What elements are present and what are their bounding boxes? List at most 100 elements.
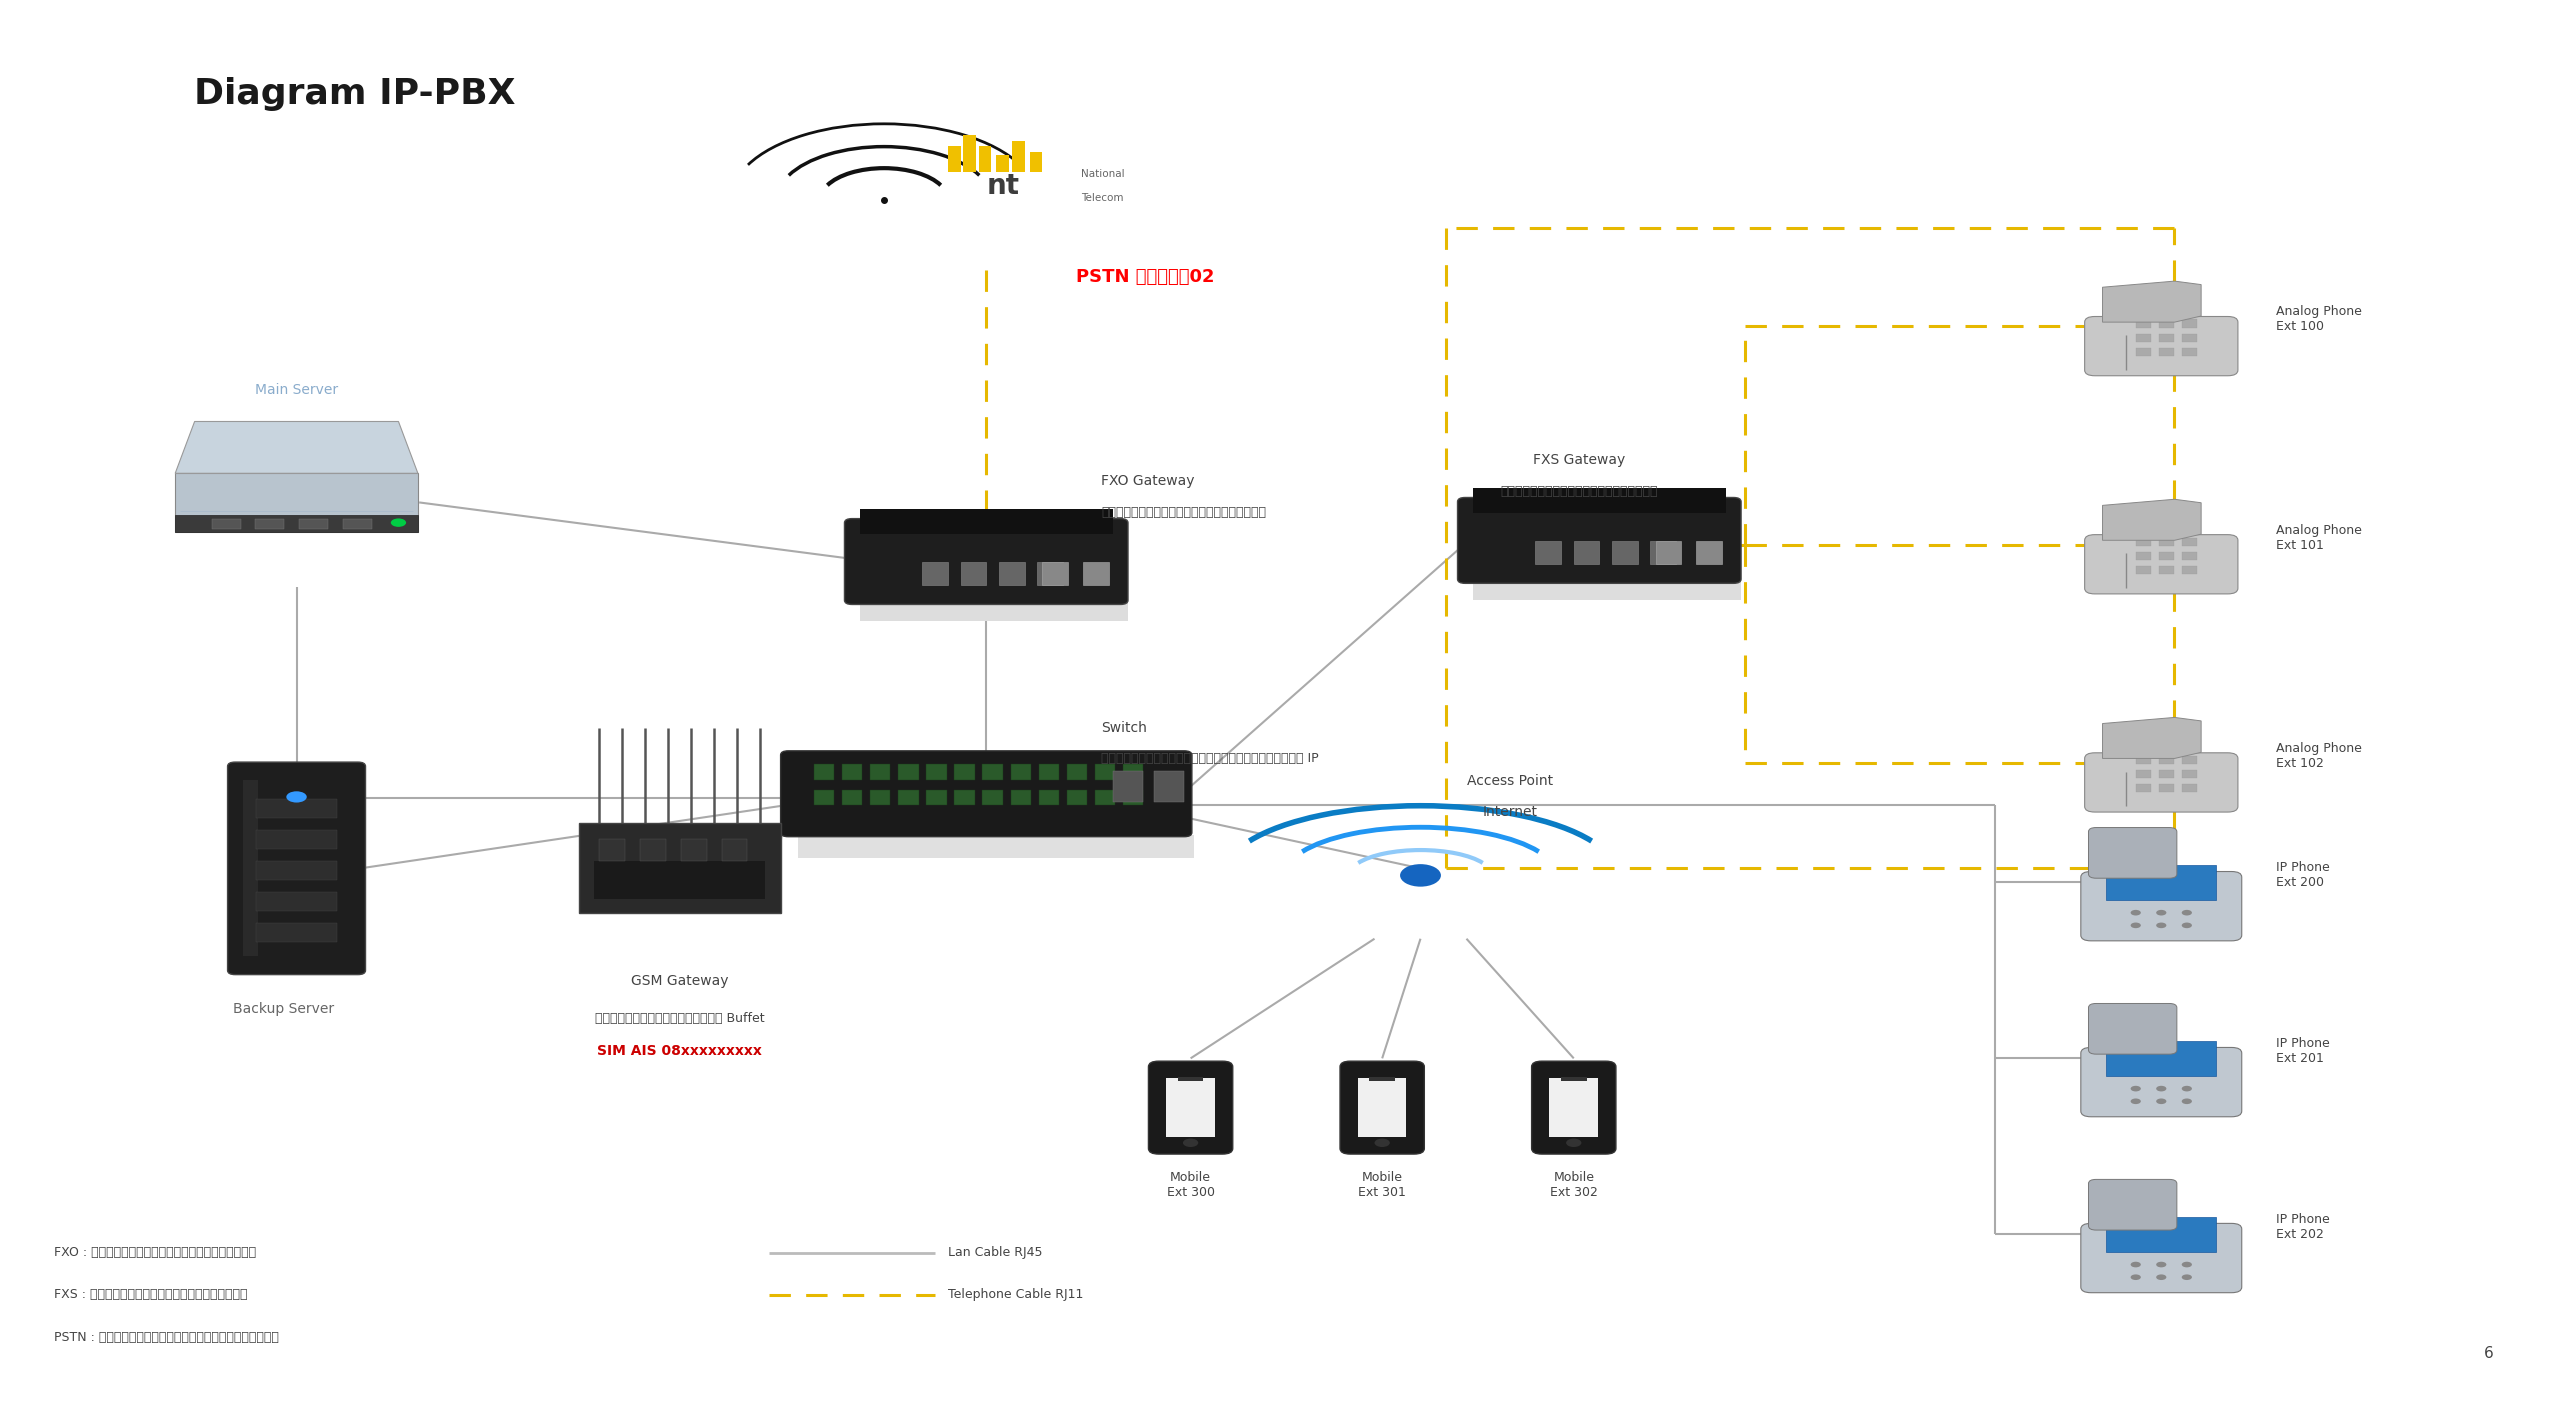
Polygon shape bbox=[2102, 718, 2202, 759]
FancyBboxPatch shape bbox=[212, 519, 241, 528]
FancyBboxPatch shape bbox=[2084, 317, 2237, 376]
FancyBboxPatch shape bbox=[2081, 872, 2243, 941]
Text: Analog Phone
Ext 100: Analog Phone Ext 100 bbox=[2276, 305, 2363, 333]
Circle shape bbox=[1183, 1139, 1198, 1147]
FancyBboxPatch shape bbox=[1037, 562, 1062, 585]
FancyBboxPatch shape bbox=[2135, 565, 2150, 574]
Circle shape bbox=[2156, 910, 2166, 916]
FancyBboxPatch shape bbox=[256, 798, 338, 818]
FancyBboxPatch shape bbox=[2158, 756, 2173, 764]
FancyBboxPatch shape bbox=[899, 764, 919, 780]
Circle shape bbox=[2181, 923, 2191, 928]
FancyBboxPatch shape bbox=[2089, 1003, 2176, 1054]
Text: PSTN เบอร์02: PSTN เบอร์02 bbox=[1075, 268, 1213, 287]
Text: Mobile
Ext 300: Mobile Ext 300 bbox=[1167, 1171, 1213, 1200]
FancyBboxPatch shape bbox=[1549, 1078, 1597, 1137]
Text: GSM Gateway: GSM Gateway bbox=[630, 974, 730, 988]
FancyBboxPatch shape bbox=[2135, 348, 2150, 356]
FancyBboxPatch shape bbox=[1096, 790, 1116, 805]
FancyBboxPatch shape bbox=[2181, 551, 2196, 560]
Text: Analog Phone
Ext 102: Analog Phone Ext 102 bbox=[2276, 742, 2363, 770]
FancyBboxPatch shape bbox=[978, 147, 991, 171]
FancyBboxPatch shape bbox=[1370, 1077, 1395, 1081]
Circle shape bbox=[287, 791, 307, 803]
FancyBboxPatch shape bbox=[947, 147, 960, 171]
FancyBboxPatch shape bbox=[983, 790, 1004, 805]
FancyBboxPatch shape bbox=[1531, 1061, 1615, 1154]
FancyBboxPatch shape bbox=[1562, 1077, 1587, 1081]
Text: IP Phone
Ext 201: IP Phone Ext 201 bbox=[2276, 1037, 2330, 1065]
FancyBboxPatch shape bbox=[927, 790, 947, 805]
FancyBboxPatch shape bbox=[1651, 541, 1677, 564]
FancyBboxPatch shape bbox=[1096, 764, 1116, 780]
FancyBboxPatch shape bbox=[1167, 1078, 1216, 1137]
FancyBboxPatch shape bbox=[2081, 1224, 2243, 1293]
FancyBboxPatch shape bbox=[2135, 551, 2150, 560]
FancyBboxPatch shape bbox=[243, 780, 259, 957]
FancyBboxPatch shape bbox=[998, 562, 1024, 585]
Text: 6: 6 bbox=[2483, 1347, 2493, 1361]
Text: ตัวแปลงสำหรับสายภายนอก: ตัวแปลงสำหรับสายภายนอก bbox=[1101, 506, 1267, 519]
FancyBboxPatch shape bbox=[1472, 487, 1725, 513]
FancyBboxPatch shape bbox=[2107, 865, 2217, 900]
FancyBboxPatch shape bbox=[1357, 1078, 1405, 1137]
Circle shape bbox=[1567, 1139, 1582, 1147]
FancyBboxPatch shape bbox=[2135, 770, 2150, 779]
FancyBboxPatch shape bbox=[2181, 770, 2196, 779]
Text: Backup Server: Backup Server bbox=[233, 1002, 335, 1016]
FancyBboxPatch shape bbox=[1124, 790, 1144, 805]
FancyBboxPatch shape bbox=[2158, 770, 2173, 779]
Circle shape bbox=[2181, 1275, 2191, 1280]
Circle shape bbox=[2130, 923, 2140, 928]
Text: Lan Cable RJ45: Lan Cable RJ45 bbox=[947, 1246, 1042, 1259]
Circle shape bbox=[2181, 1098, 2191, 1104]
FancyBboxPatch shape bbox=[1042, 562, 1068, 585]
Text: IP Phone
Ext 200: IP Phone Ext 200 bbox=[2276, 862, 2330, 889]
Polygon shape bbox=[2102, 499, 2202, 540]
FancyBboxPatch shape bbox=[228, 762, 366, 975]
FancyBboxPatch shape bbox=[1457, 497, 1741, 584]
FancyBboxPatch shape bbox=[1155, 771, 1185, 803]
FancyBboxPatch shape bbox=[814, 764, 835, 780]
Circle shape bbox=[2181, 1262, 2191, 1267]
FancyBboxPatch shape bbox=[2181, 565, 2196, 574]
Circle shape bbox=[2130, 1085, 2140, 1091]
FancyBboxPatch shape bbox=[899, 790, 919, 805]
FancyBboxPatch shape bbox=[2181, 756, 2196, 764]
FancyBboxPatch shape bbox=[256, 519, 284, 528]
FancyBboxPatch shape bbox=[681, 839, 707, 862]
FancyBboxPatch shape bbox=[1068, 790, 1088, 805]
FancyBboxPatch shape bbox=[2158, 333, 2173, 342]
FancyBboxPatch shape bbox=[2089, 828, 2176, 879]
FancyBboxPatch shape bbox=[2135, 319, 2150, 328]
Text: SIM AIS 08xxxxxxxxx: SIM AIS 08xxxxxxxxx bbox=[596, 1044, 763, 1058]
Circle shape bbox=[2156, 923, 2166, 928]
FancyBboxPatch shape bbox=[960, 562, 986, 585]
Circle shape bbox=[2156, 1275, 2166, 1280]
FancyBboxPatch shape bbox=[174, 516, 417, 531]
FancyBboxPatch shape bbox=[300, 519, 328, 528]
Text: Telephone Cable RJ11: Telephone Cable RJ11 bbox=[947, 1289, 1083, 1301]
FancyBboxPatch shape bbox=[2089, 1180, 2176, 1231]
Circle shape bbox=[1400, 865, 1441, 886]
Circle shape bbox=[2130, 1098, 2140, 1104]
FancyBboxPatch shape bbox=[1083, 562, 1108, 585]
Polygon shape bbox=[2102, 281, 2202, 322]
FancyBboxPatch shape bbox=[256, 892, 338, 911]
FancyBboxPatch shape bbox=[1011, 790, 1032, 805]
FancyBboxPatch shape bbox=[963, 136, 975, 171]
Text: FXO : ตัวแปลงสำหรับสายภายนอก: FXO : ตัวแปลงสำหรับสายภายนอก bbox=[54, 1246, 256, 1259]
Text: Main Server: Main Server bbox=[256, 383, 338, 397]
FancyBboxPatch shape bbox=[256, 923, 338, 942]
FancyBboxPatch shape bbox=[2181, 537, 2196, 545]
FancyBboxPatch shape bbox=[1039, 764, 1060, 780]
FancyBboxPatch shape bbox=[1011, 141, 1024, 171]
FancyBboxPatch shape bbox=[2135, 333, 2150, 342]
Circle shape bbox=[2156, 1262, 2166, 1267]
Circle shape bbox=[2181, 910, 2191, 916]
FancyBboxPatch shape bbox=[996, 155, 1009, 171]
FancyBboxPatch shape bbox=[1039, 790, 1060, 805]
FancyBboxPatch shape bbox=[1536, 541, 1562, 564]
FancyBboxPatch shape bbox=[1149, 1061, 1234, 1154]
FancyBboxPatch shape bbox=[722, 839, 748, 862]
